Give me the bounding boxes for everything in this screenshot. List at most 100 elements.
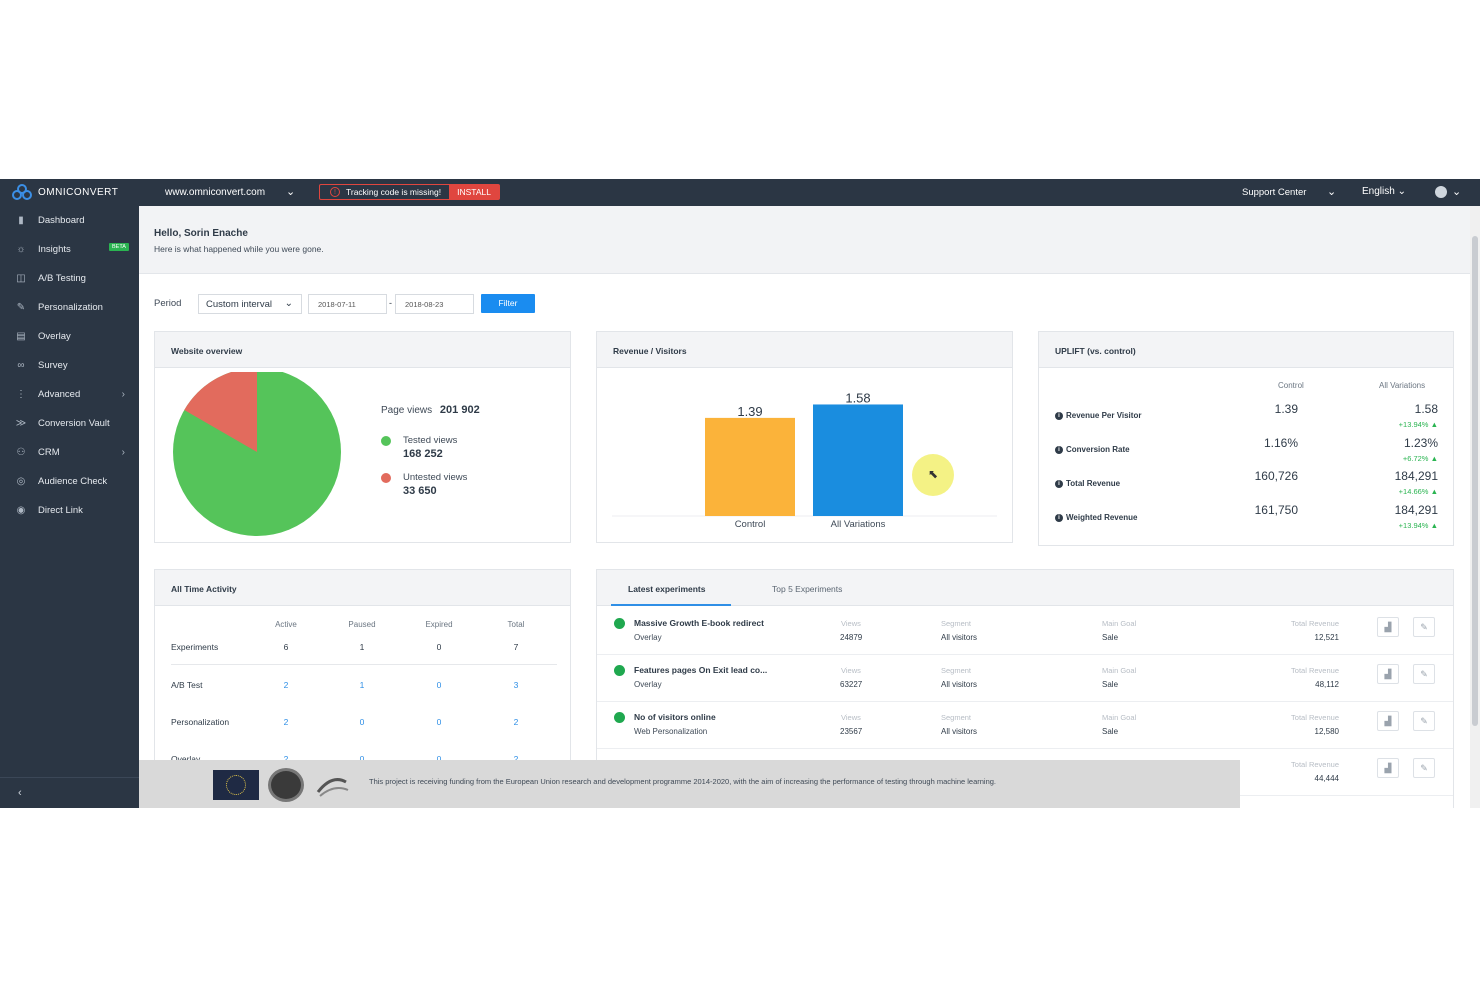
activity-link[interactable]: 0 — [436, 680, 442, 690]
tested-legend-dot — [381, 436, 391, 446]
col-header-expired: Expired — [425, 620, 453, 629]
activity-link[interactable]: 0 — [359, 754, 365, 764]
info-icon[interactable]: i — [1055, 513, 1063, 522]
activity-link[interactable]: 2 — [283, 717, 289, 727]
revenue-value: 12,521 — [1314, 633, 1339, 642]
period-label: Period — [154, 298, 182, 309]
sidebar-item-label: Advanced — [38, 389, 81, 400]
stats-chart-icon[interactable]: ▟ — [1377, 758, 1399, 778]
filter-button[interactable]: Filter — [481, 294, 535, 313]
page-scrollbar[interactable] — [1470, 206, 1480, 808]
edit-pencil-icon[interactable]: ✎ — [1413, 617, 1435, 637]
scrollbar-thumb[interactable] — [1472, 236, 1478, 726]
activity-link[interactable]: 1 — [359, 680, 365, 690]
uplift-row-label: i Conversion Rate — [1055, 445, 1130, 454]
stats-chart-icon[interactable]: ▟ — [1377, 711, 1399, 731]
segment-value: All visitors — [941, 680, 978, 689]
stats-chart-icon[interactable]: ▟ — [1377, 664, 1399, 684]
sidebar-item-personalization[interactable]: ✎ Personalization — [0, 293, 139, 322]
col-header-variations: All Variations — [1379, 381, 1426, 390]
brand-logo[interactable]: OMNICONVERT — [12, 184, 118, 201]
uplift-row-label: i Total Revenue — [1055, 479, 1120, 488]
interval-select[interactable]: Custom interval ⌄ — [198, 294, 302, 314]
tested-legend-label: Tested views — [403, 435, 458, 446]
funding-text: This project is receiving funding from t… — [369, 777, 997, 786]
activity-link[interactable]: 0 — [436, 717, 442, 727]
experiment-name[interactable]: Massive Growth E-book redirect — [634, 618, 764, 628]
app-window: OMNICONVERT www.omniconvert.com ⌄ ! Trac… — [0, 179, 1480, 808]
uplift-percent-text: +14.66% — [1398, 487, 1429, 496]
experiment-row[interactable]: No of visitors online Web Personalizatio… — [597, 703, 1453, 749]
sidebar-item-ab-testing[interactable]: ◫ A/B Testing — [0, 264, 139, 293]
edit-pencil-icon[interactable]: ✎ — [1413, 664, 1435, 684]
tab-top-5-experiments[interactable]: Top 5 Experiments — [772, 584, 843, 594]
link-icon: ◉ — [16, 505, 26, 516]
activity-link[interactable]: 2 — [283, 680, 289, 690]
sidebar-item-label: A/B Testing — [38, 273, 86, 284]
user-avatar-icon — [1435, 185, 1447, 198]
revenue-value: 44,444 — [1314, 774, 1339, 783]
chevron-down-icon[interactable]: ⌄ — [286, 186, 296, 198]
experiment-name[interactable]: Features pages On Exit lead co... — [634, 665, 768, 675]
date-separator: - — [389, 298, 392, 308]
collapse-sidebar-button[interactable]: ‹ — [0, 777, 139, 808]
sidebar-item-label: Personalization — [38, 302, 103, 313]
sidebar-item-overlay[interactable]: ▤ Overlay — [0, 322, 139, 351]
tab-latest-experiments[interactable]: Latest experiments — [628, 584, 706, 594]
revenue-label: Total Revenue — [1291, 619, 1339, 628]
segment-value: All visitors — [941, 633, 978, 642]
tested-legend-value: 168 252 — [403, 448, 443, 460]
activity-row-label: Overlay — [171, 754, 201, 764]
edit-pencil-icon[interactable]: ✎ — [1413, 758, 1435, 778]
activity-link[interactable]: 3 — [513, 680, 519, 690]
sidebar-item-conversion-vault[interactable]: ≫ Conversion Vault — [0, 409, 139, 438]
activity-link[interactable]: 2 — [283, 754, 289, 764]
info-icon[interactable]: i — [1055, 411, 1063, 420]
active-tab-indicator — [611, 604, 731, 606]
experiment-row[interactable]: Massive Growth E-book redirect Overlay V… — [597, 609, 1453, 655]
bar-control[interactable] — [705, 417, 795, 516]
info-icon[interactable]: i — [1055, 479, 1063, 488]
chevron-down-icon[interactable]: ⌄ — [1327, 186, 1337, 198]
experiment-type: Overlay — [634, 680, 662, 689]
experiment-name[interactable]: No of visitors online — [634, 712, 716, 722]
date-to-input[interactable]: 2018-08-23 — [395, 294, 474, 314]
sidebar-item-label: CRM — [38, 447, 60, 458]
experiment-row[interactable]: Features pages On Exit lead co... Overla… — [597, 656, 1453, 702]
mouse-pointer-icon: ⬉ — [928, 467, 939, 481]
sidebar-item-dashboard[interactable]: ▮ Dashboard — [0, 206, 139, 235]
structural-funds-logo — [316, 778, 349, 797]
sidebar-item-audience-check[interactable]: ◎ Audience Check — [0, 467, 139, 496]
activity-link[interactable]: 2 — [513, 754, 519, 764]
sidebar-item-label: Direct Link — [38, 505, 83, 516]
activity-link[interactable]: 0 — [359, 717, 365, 727]
edit-pencil-icon[interactable]: ✎ — [1413, 711, 1435, 731]
date-from-input[interactable]: 2018-07-11 — [308, 294, 387, 314]
bar-data-label: 1.58 — [845, 390, 870, 405]
sidebar-item-advanced[interactable]: ⋮ Advanced › — [0, 380, 139, 409]
sidebar-item-insights[interactable]: ☼ Insights BETA — [0, 235, 139, 264]
sidebar-item-direct-link[interactable]: ◉ Direct Link — [0, 496, 139, 525]
sidebar-item-crm[interactable]: ⚇ CRM › — [0, 438, 139, 467]
uplift-percent: +13.94% ▲ — [1398, 420, 1438, 429]
bar-all-variations[interactable] — [813, 404, 903, 516]
uplift-percent: +6.72% ▲ — [1402, 454, 1438, 463]
info-icon[interactable]: i — [1055, 445, 1063, 454]
sidebar-item-label: Audience Check — [38, 476, 108, 487]
language-selector[interactable]: English ⌄ — [1362, 186, 1406, 197]
uplift-variations-value: 1.23% — [1403, 436, 1438, 450]
uplift-row-label: i Revenue Per Visitor — [1055, 411, 1141, 420]
sidebar-item-label: Overlay — [38, 331, 71, 342]
sidebar-item-survey[interactable]: ∞ Survey — [0, 351, 139, 380]
romanian-government-seal-logo — [268, 768, 304, 802]
activity-link[interactable]: 2 — [513, 717, 519, 727]
activity-link[interactable]: 0 — [436, 754, 442, 764]
website-selector[interactable]: www.omniconvert.com — [165, 187, 266, 198]
stats-chart-icon[interactable]: ▟ — [1377, 617, 1399, 637]
support-center-menu[interactable]: Support Center — [1242, 187, 1307, 198]
personalization-icon: ✎ — [16, 302, 26, 313]
uplift-variations-value: 1.58 — [1414, 402, 1438, 416]
install-button[interactable]: INSTALL — [449, 185, 499, 199]
user-menu[interactable]: ⌄ — [1435, 185, 1461, 198]
website-overview-card: Website overview Page views 201 902 Test… — [154, 331, 571, 543]
